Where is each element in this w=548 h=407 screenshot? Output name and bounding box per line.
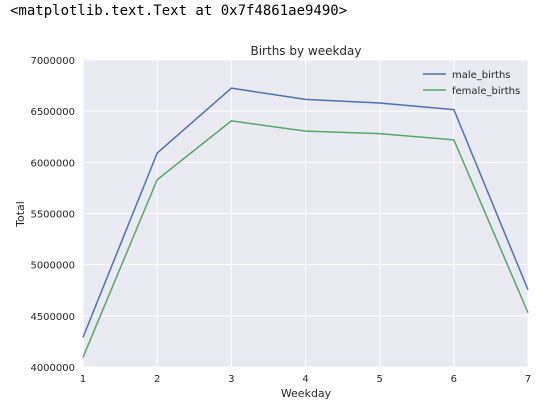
x-tick-labels: 1 2 3 4 5 6 7 [80,374,531,385]
grid-lines [82,59,529,368]
chart-title: Births by weekday [250,44,361,58]
series-line-female-births [82,120,529,358]
y-tick-label: 5500000 [30,210,75,221]
x-tick-label: 5 [376,374,382,385]
y-tick-label: 6000000 [30,158,75,169]
legend-label: female_births [452,86,520,97]
x-tick-label: 4 [302,374,308,385]
x-tick-label: 1 [80,374,86,385]
console-output-text: <matplotlib.text.Text at 0x7f4861ae9490> [10,3,348,19]
x-tick-label: 3 [228,374,234,385]
y-tick-label: 4000000 [30,363,75,374]
x-tick-label: 2 [154,374,160,385]
y-tick-label: 6500000 [30,107,75,118]
y-tick-label: 7000000 [30,56,75,67]
legend-label: male_births [452,70,511,81]
y-tick-label: 4500000 [30,312,75,323]
x-tick-label: 7 [525,374,531,385]
series-lines [82,87,529,358]
x-axis-label: Weekday [281,387,332,400]
y-axis-label: Total [14,201,27,228]
x-tick-label: 6 [451,374,457,385]
legend: male_births female_births [423,70,520,97]
series-line-male-births [82,87,529,338]
y-tick-label: 5000000 [30,261,75,272]
y-tick-labels: 4000000 4500000 5000000 5500000 6000000 65000… [30,56,75,374]
